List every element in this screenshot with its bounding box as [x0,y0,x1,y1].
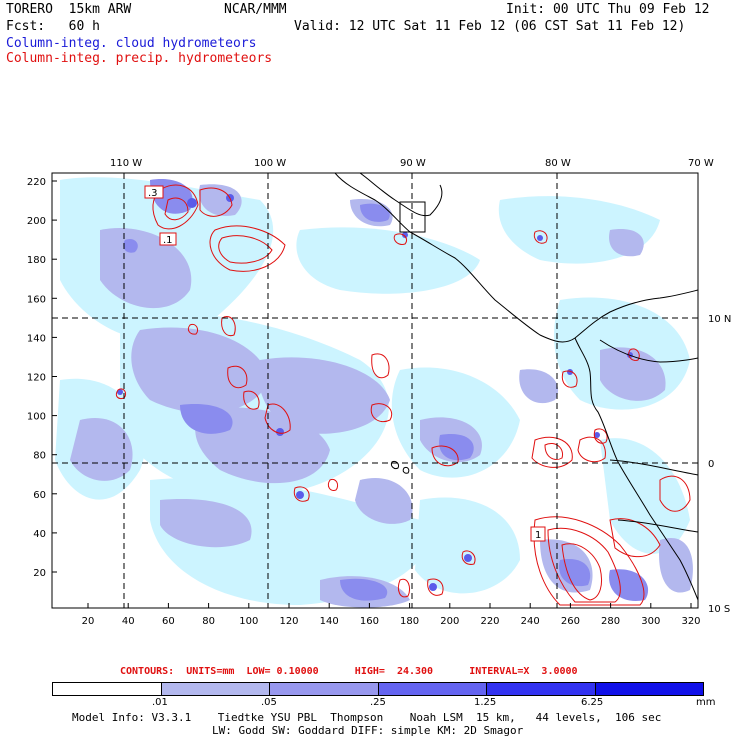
y-tick-label: 100 [27,412,46,423]
x-tick-label: 220 [480,616,499,627]
model-info-line2: LW: Godd SW: Goddard DIFF: simple KM: 2D… [212,724,524,737]
y-tick-label: 200 [27,216,46,227]
lat-lon-grid [52,173,698,608]
field-precip-label: Column-integ. precip. hydrometeors [6,51,273,66]
y-tick-label: 40 [33,529,46,540]
colorbar-swatch [270,683,379,695]
lon-labels: 110 W 100 W 90 W 80 W 70 W [110,158,714,169]
colorbar-label: .25 [370,697,386,708]
colorbar-label: .05 [261,697,277,708]
colorbar-unit: mm [696,697,716,708]
y-tick-label: 20 [33,568,46,579]
lon-label: 100 W [254,158,286,169]
x-tick-label: 320 [681,616,700,627]
x-tick-label: 260 [561,616,580,627]
colorbar [52,682,704,696]
lon-label: 70 W [688,158,714,169]
box-label-3: 1 [535,530,541,541]
colorbar-swatch [595,683,703,695]
box-labels: .3 .1 1 [144,185,546,542]
map-frame [51,172,699,609]
x-tick-label: 280 [601,616,620,627]
y-tick-label: 180 [27,255,46,266]
box-label-2: .1 [163,235,173,246]
colorbar-swatch [487,683,596,695]
contour-info: CONTOURS: UNITS=mm LOW= 0.10000 HIGH= 24… [120,666,578,677]
forecast-hour: Fcst: 60 h [6,19,100,34]
x-tick-label: 100 [239,616,258,627]
x-tick-label: 80 [202,616,215,627]
y-tick-label: 140 [27,333,46,344]
x-tick-label: 200 [440,616,459,627]
init-time: Init: 00 UTC Thu 09 Feb 12 [506,2,710,17]
x-axis-ticks: 20 40 60 80 100 120 140 160 180 200 220 240 260 280 30… [82,603,701,627]
y-tick-label: 80 [33,451,46,462]
x-tick-label: 40 [122,616,135,627]
model-info-line1: Model Info: V3.3.1 Tiedtke YSU PBL Thomp… [72,711,662,724]
lat-label: 0 [708,459,714,470]
x-tick-label: 240 [521,616,540,627]
lon-label: 110 W [110,158,142,169]
x-tick-label: 300 [641,616,660,627]
x-tick-label: 60 [162,616,175,627]
colorbar-label: 6.25 [581,697,604,708]
field-cloud-label: Column-integ. cloud hydrometeors [6,36,257,51]
y-tick-label: 220 [27,177,46,188]
x-tick-label: 120 [279,616,298,627]
colorbar-label: 1.25 [474,697,497,708]
colorbar-label: .01 [152,697,168,708]
model-id: TORERO 15km ARW [6,2,132,17]
y-tick-label: 60 [33,490,46,501]
box-label-1: .3 [148,188,158,199]
valid-time: Valid: 12 UTC Sat 11 Feb 12 (06 CST Sat … [294,19,686,34]
shading-layer [55,177,693,608]
lat-label: 10 N [708,314,731,325]
lon-label: 90 W [400,158,426,169]
organization: NCAR/MMM [224,2,287,17]
lat-labels: 10 N 0 10 S [708,314,731,615]
colorbar-swatch [53,683,162,695]
x-tick-label: 140 [320,616,339,627]
x-tick-label: 20 [82,616,95,627]
x-tick-label: 160 [360,616,379,627]
y-tick-label: 160 [27,294,46,305]
lon-label: 80 W [545,158,571,169]
y-tick-label: 120 [27,373,46,384]
colorbar-swatch [161,683,270,695]
x-tick-label: 180 [400,616,419,627]
lat-label: 10 S [708,604,730,615]
colorbar-swatch [378,683,487,695]
y-axis-ticks: 220 200 180 160 140 120 100 80 60 40 20 [27,177,57,579]
